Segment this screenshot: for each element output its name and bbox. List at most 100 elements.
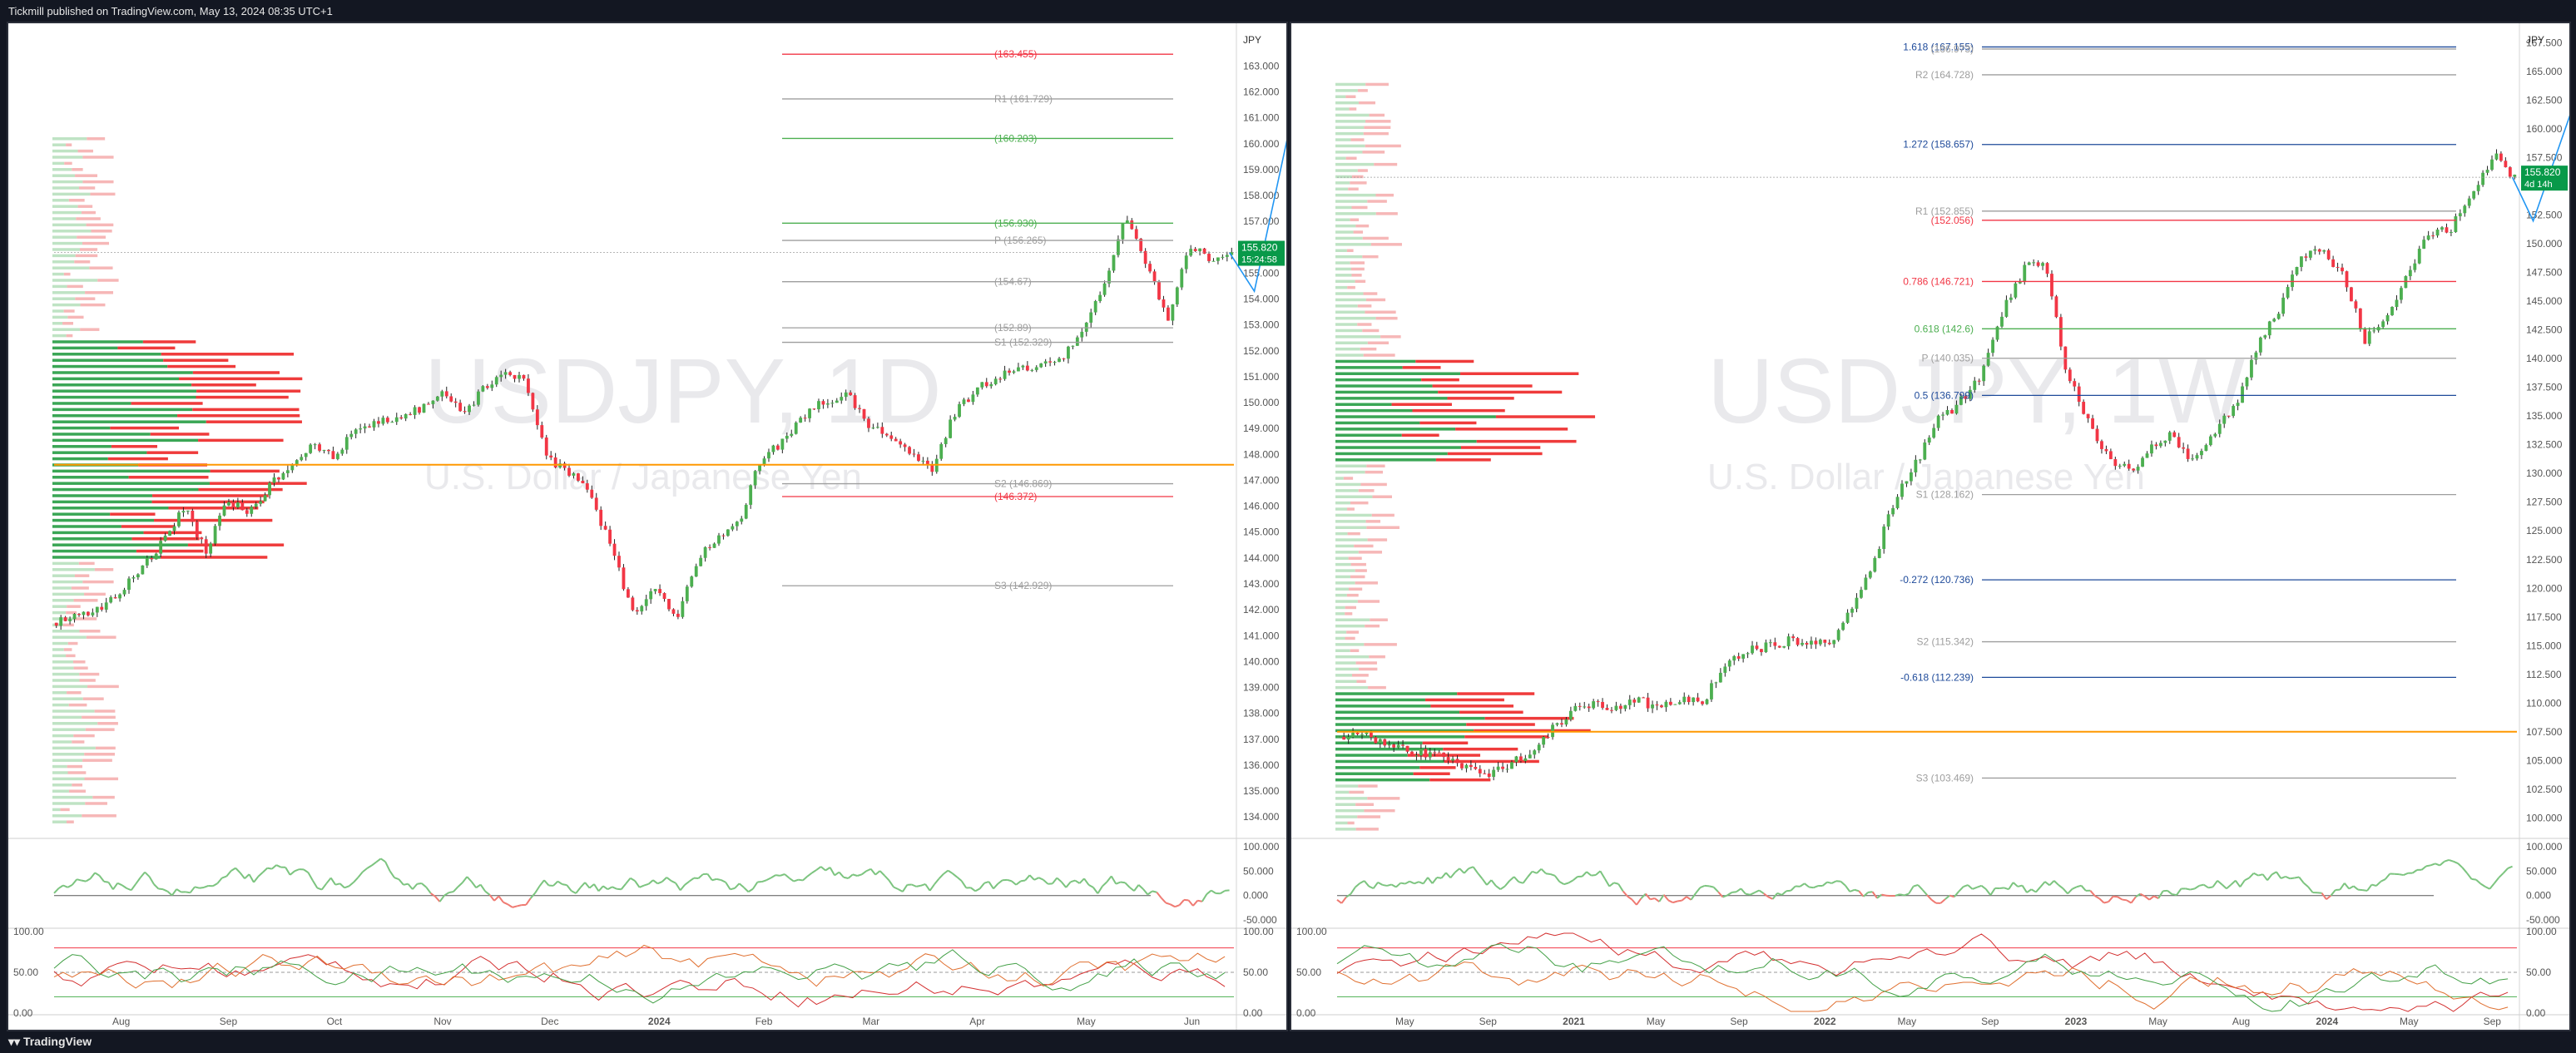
candle-body <box>1451 759 1454 761</box>
candle-body <box>1601 701 1604 708</box>
volume-profile-bull-bar <box>1335 359 1416 363</box>
candle-body <box>980 382 984 388</box>
candle-body <box>1514 756 1518 763</box>
candle-body <box>1810 640 1813 645</box>
oscillator-segment <box>57 884 64 889</box>
time-tick-label: May <box>1898 1016 1917 1027</box>
oscillator-segment <box>398 878 404 886</box>
volume-profile-bear-bar <box>68 199 85 202</box>
candle-body <box>1827 642 1831 645</box>
oscillator-segment <box>1060 881 1067 888</box>
volume-profile-bear-bar <box>1447 397 1514 400</box>
oscillator-segment <box>525 897 532 906</box>
volume-profile-bull-bar <box>1335 193 1376 197</box>
candle-body <box>835 400 839 403</box>
candle-body <box>2263 335 2267 338</box>
volume-profile-bull-bar <box>52 156 83 159</box>
volume-profile-bear-bar <box>63 309 75 313</box>
chart-panel-daily[interactable]: USDJPY, 1D U.S. Dollar / Japanese Yen 163.… <box>7 22 1288 1031</box>
candle-body <box>227 502 230 506</box>
candle-body <box>1346 737 1350 740</box>
oscillator-segment <box>1440 872 1447 879</box>
time-tick-label: 2024 <box>648 1016 671 1027</box>
candle-body <box>1067 346 1070 359</box>
candle-body <box>440 391 444 397</box>
oscillator-segment <box>312 880 319 889</box>
oscillator-segment <box>978 882 985 890</box>
candle-body <box>767 452 770 459</box>
volume-profile-bull-bar <box>52 795 93 799</box>
volume-profile-bear-bar <box>1415 359 1474 363</box>
candle-body <box>685 586 689 601</box>
stoch-tick-label-left: 50.00 <box>1296 966 1321 978</box>
oscillator-segment <box>320 882 328 891</box>
oscillator-segment <box>344 885 349 889</box>
stoch-line <box>53 954 1226 1008</box>
candle-body <box>1180 269 1184 288</box>
oscillator-segment <box>1137 884 1144 890</box>
oscillator-segment <box>1165 902 1171 906</box>
oscillator-segment <box>2444 858 2450 863</box>
oscillator-segment <box>1192 900 1199 907</box>
chart-panel-weekly[interactable]: USDJPY, 1W U.S. Dollar / Japanese Yen 167.… <box>1290 22 2571 1031</box>
oscillator-segment <box>1845 884 1851 892</box>
time-tick-label: May <box>2400 1016 2419 1027</box>
oscillator-segment <box>2117 896 2123 901</box>
last-price-badge <box>2521 166 2568 191</box>
oscillator-segment <box>2475 878 2482 885</box>
oscillator-segment <box>675 882 681 891</box>
oscillator-segment <box>121 884 127 889</box>
volume-profile-bear-bar <box>1358 784 1378 788</box>
volume-profile-bull-bar <box>52 303 81 307</box>
candle-body <box>318 444 321 451</box>
volume-profile-bull-bar <box>52 315 68 319</box>
chart-svg-weekly[interactable]: USDJPY, 1WU.S. Dollar / Japanese Yen167.… <box>1291 23 2569 1030</box>
candle-body <box>1342 736 1346 740</box>
oscillator-segment <box>2176 887 2182 896</box>
oscillator-segment <box>307 872 314 882</box>
oscillator-segment <box>869 868 876 876</box>
oscillator-segment <box>1858 890 1865 897</box>
candle-body <box>2467 198 2471 206</box>
candle-body <box>862 408 866 419</box>
volume-profile-bull-bar <box>52 586 72 590</box>
volume-profile-bull-bar <box>52 685 88 689</box>
volume-profile-bull-bar <box>1335 489 1359 492</box>
volume-profile-bear-bar <box>1351 274 1362 277</box>
candle-body <box>2245 377 2249 387</box>
volume-profile-bull-bar <box>1335 704 1431 708</box>
volume-profile-bull-bar <box>52 457 108 461</box>
candle-body <box>1510 762 1513 769</box>
volume-profile-bull-bar <box>52 297 76 300</box>
oscillator-segment <box>661 877 667 882</box>
volume-profile-bull-bar <box>52 820 67 823</box>
oscillator-segment <box>893 886 899 890</box>
oscillator-segment <box>2089 890 2096 897</box>
volume-profile-bull-bar <box>1335 507 1348 511</box>
candle-body <box>2200 451 2203 456</box>
volume-profile-bull-bar <box>1335 224 1356 228</box>
chart-svg-daily[interactable]: USDJPY, 1DU.S. Dollar / Japanese Yen163.… <box>8 23 1286 1030</box>
candle-body <box>2054 296 2058 318</box>
candle-body <box>944 438 948 444</box>
oscillator-segment <box>126 887 132 892</box>
oscillator-segment <box>2139 892 2146 897</box>
oscillator-segment <box>2466 873 2473 880</box>
candle-body <box>1355 732 1360 734</box>
candle-body <box>404 413 408 419</box>
volume-profile-bull-bar <box>52 789 69 793</box>
candle-body <box>585 483 589 490</box>
volume-profile-bear-bar <box>1348 187 1359 190</box>
candle-body <box>785 435 789 439</box>
volume-profile-bull-bar <box>1335 113 1370 117</box>
oscillator-segment <box>2235 880 2242 887</box>
candle-body <box>627 589 630 598</box>
volume-profile-bull-bar <box>1335 82 1366 87</box>
oscillator-segment <box>1640 892 1647 899</box>
oscillator-segment <box>1958 886 1964 892</box>
time-tick-label: Aug <box>2232 1016 2250 1027</box>
volume-profile-bull-bar <box>1335 482 1361 487</box>
candle-body <box>853 395 857 408</box>
candle-body <box>2499 153 2503 161</box>
candle-body <box>522 374 526 379</box>
